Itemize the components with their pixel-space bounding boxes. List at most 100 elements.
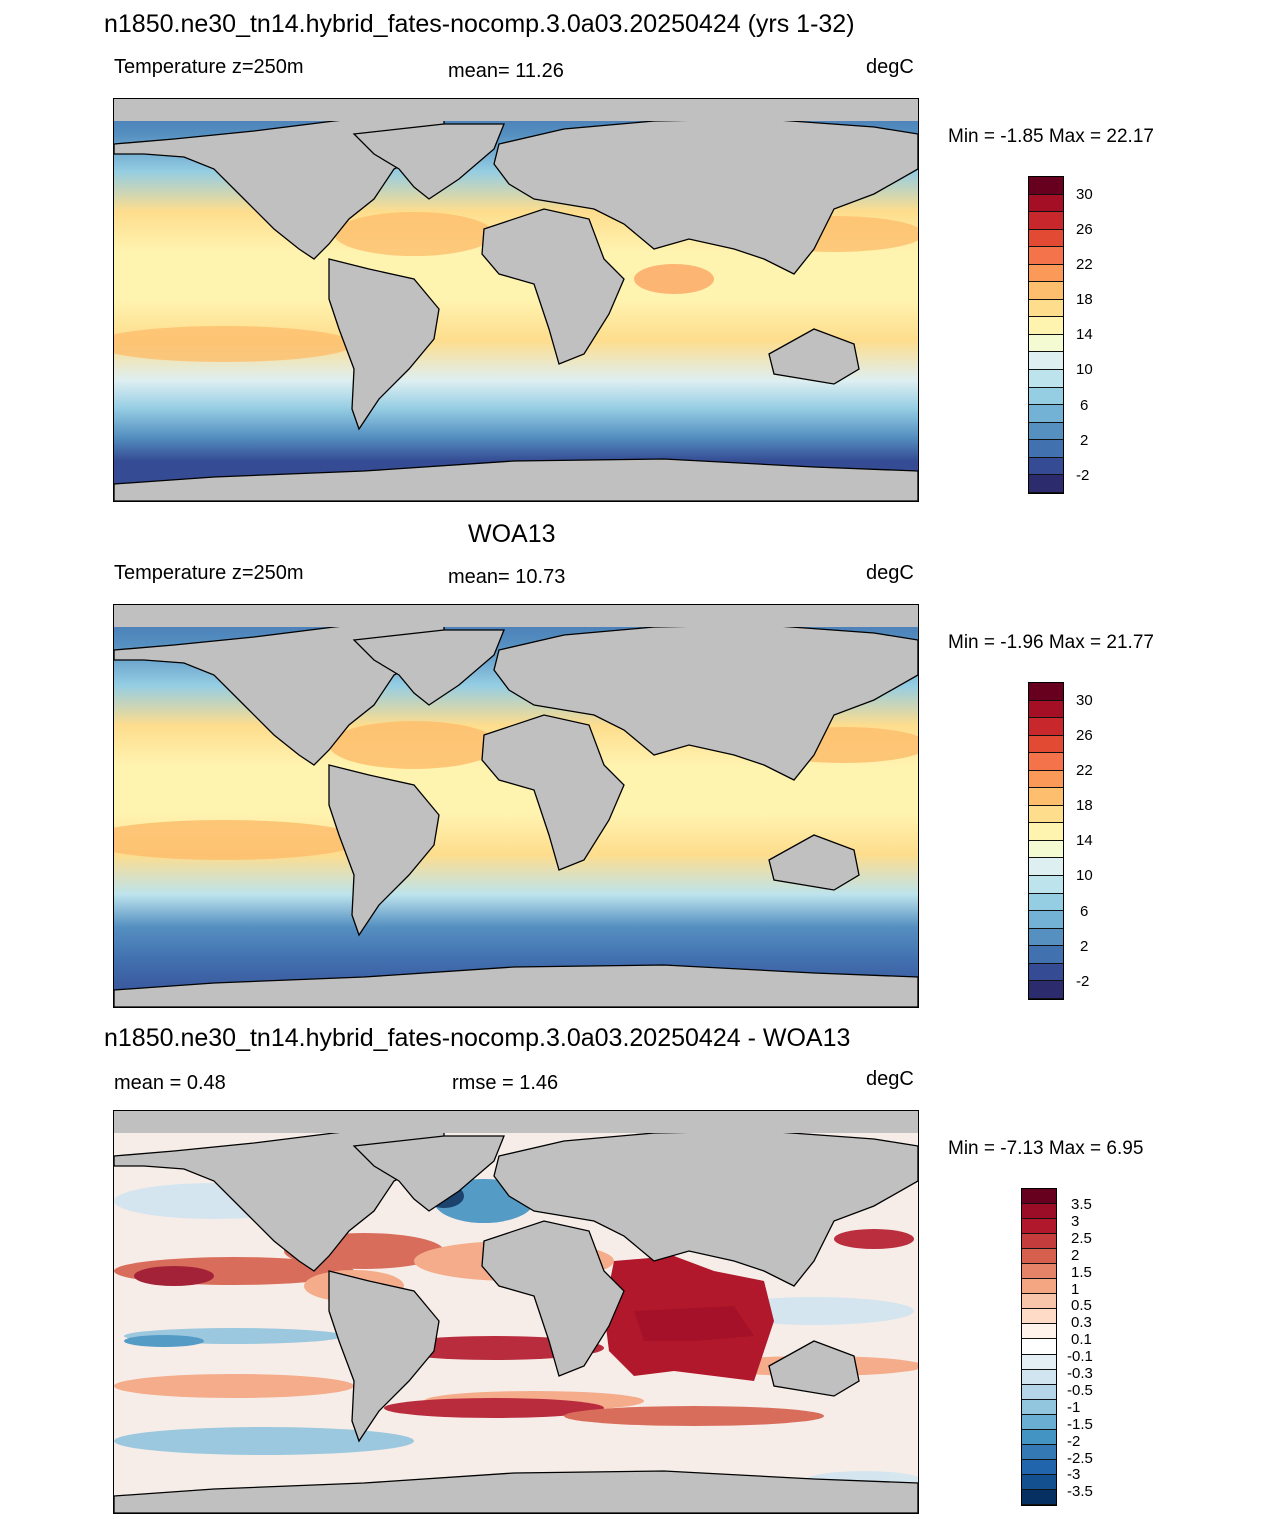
colorbar-cell	[1029, 299, 1063, 318]
colorbar-cell	[1029, 194, 1063, 213]
panel2-cb-label: 18	[1076, 797, 1093, 814]
panel1-cb-label: 6	[1080, 397, 1089, 414]
panel3-cb-label: 0.1	[1071, 1331, 1092, 1349]
colorbar-cell	[1022, 1444, 1056, 1460]
colorbar-cell	[1029, 788, 1063, 806]
colorbar-cell	[1022, 1369, 1056, 1385]
colorbar-cell	[1029, 735, 1063, 754]
colorbar-cell	[1029, 823, 1063, 841]
colorbar-cell	[1029, 440, 1063, 458]
colorbar-cell	[1029, 893, 1063, 912]
colorbar-cell	[1029, 229, 1063, 248]
panel1-cb-label: 26	[1076, 221, 1093, 238]
panel3-cb-label: -0.1	[1067, 1348, 1093, 1366]
panel3-colorbar-cells	[1022, 1189, 1056, 1505]
colorbar-cell	[1029, 805, 1063, 824]
panel3-cb-label: -3.5	[1067, 1483, 1093, 1501]
colorbar-cell	[1022, 1474, 1056, 1490]
colorbar-cell	[1022, 1264, 1056, 1280]
panel3-rmse-label: rmse = 1.46	[452, 1072, 559, 1094]
colorbar-cell	[1022, 1414, 1056, 1430]
colorbar-cell	[1029, 352, 1063, 371]
panel3-map	[113, 1110, 919, 1514]
colorbar-cell	[1029, 457, 1063, 476]
panel3-cb-label: -3	[1067, 1466, 1081, 1484]
panel3-cb-label: 2	[1071, 1246, 1080, 1264]
panel3-cb-label: -2	[1067, 1432, 1081, 1450]
panel2-mean-label: mean= 10.73	[448, 566, 566, 588]
panel2-cb-label: 22	[1076, 762, 1093, 779]
colorbar-cell	[1029, 387, 1063, 406]
colorbar-cell	[1022, 1279, 1056, 1295]
panel1-map	[113, 98, 919, 502]
colorbar-cell	[1029, 840, 1063, 859]
panel2-colorbar	[1028, 682, 1064, 1000]
panel1-cb-label: 22	[1076, 256, 1093, 273]
panel3-cb-label: -1	[1067, 1398, 1081, 1416]
panel2-cb-label: 6	[1080, 903, 1089, 920]
colorbar-cell	[1029, 475, 1063, 493]
colorbar-cell	[1029, 981, 1063, 999]
colorbar-cell	[1022, 1459, 1056, 1475]
colorbar-cell	[1029, 928, 1063, 947]
panel1-cb-label: 2	[1080, 432, 1089, 449]
colorbar-cell	[1022, 1324, 1056, 1340]
panel3-cb-label: -2.5	[1067, 1449, 1093, 1467]
panel1-variable-label: Temperature z=250m	[114, 56, 304, 78]
panel3-cb-label: 0.5	[1071, 1297, 1092, 1315]
colorbar-cell	[1022, 1249, 1056, 1265]
colorbar-cell	[1029, 264, 1063, 283]
panel3-cb-label: -0.3	[1067, 1365, 1093, 1382]
panel1-cb-label: 10	[1076, 361, 1093, 378]
panel1-units-label: degC	[866, 56, 914, 78]
colorbar-cell	[1022, 1204, 1056, 1220]
colorbar-cell	[1022, 1339, 1056, 1355]
colorbar-cell	[1029, 212, 1063, 230]
panel2-cb-label: 2	[1080, 938, 1089, 955]
colorbar-cell	[1022, 1219, 1056, 1235]
colorbar-cell	[1029, 876, 1063, 894]
panel2-title: WOA13	[468, 520, 556, 548]
colorbar-cell	[1029, 963, 1063, 982]
colorbar-cell	[1029, 770, 1063, 789]
panel3-mean-label: mean = 0.48	[114, 1072, 226, 1094]
panel2-cb-label: 26	[1076, 727, 1093, 744]
panel3-cb-label: -0.5	[1067, 1381, 1093, 1399]
panel1-mean-label: mean= 11.26	[448, 60, 564, 82]
colorbar-cell	[1029, 683, 1063, 701]
colorbar-cell	[1022, 1489, 1056, 1505]
colorbar-cell	[1029, 370, 1063, 388]
colorbar-cell	[1022, 1429, 1056, 1445]
panel3-cb-label: 2.5	[1071, 1229, 1092, 1247]
panel3-cb-label: 3	[1071, 1212, 1080, 1230]
colorbar-cell	[1029, 405, 1063, 423]
panel1-cb-label: -2	[1076, 467, 1090, 484]
panel1-cb-label: 18	[1076, 291, 1093, 308]
colorbar-cell	[1022, 1189, 1056, 1205]
panel2-cb-label: -2	[1076, 973, 1090, 990]
panel2-cb-label: 14	[1076, 832, 1093, 849]
panel3-colorbar	[1021, 1188, 1057, 1506]
colorbar-cell	[1022, 1384, 1056, 1400]
colorbar-cell	[1022, 1354, 1056, 1370]
panel3-cb-label: 3.5	[1071, 1196, 1092, 1213]
panel3-cb-label: 1	[1071, 1280, 1080, 1298]
panel1-colorbar	[1028, 176, 1064, 494]
colorbar-cell	[1029, 858, 1063, 877]
panel3-cb-label: -1.5	[1067, 1415, 1093, 1433]
panel2-units-label: degC	[866, 562, 914, 584]
colorbar-cell	[1029, 700, 1063, 719]
panel2-minmax-label: Min = -1.96 Max = 21.77	[948, 632, 1154, 653]
panel3-title: n1850.ne30_tn14.hybrid_fates-nocomp.3.0a…	[104, 1024, 851, 1052]
colorbar-cell	[1029, 911, 1063, 929]
colorbar-cell	[1029, 718, 1063, 736]
colorbar-cell	[1022, 1399, 1056, 1415]
colorbar-cell	[1029, 422, 1063, 441]
colorbar-cell	[1029, 177, 1063, 195]
panel3-cb-label: 0.3	[1071, 1314, 1092, 1332]
panel2-map	[113, 604, 919, 1008]
panel2-colorbar-cells	[1029, 683, 1063, 999]
panel1-cb-label: 14	[1076, 326, 1093, 343]
colorbar-cell	[1029, 946, 1063, 964]
panel3-units-label: degC	[866, 1068, 914, 1090]
